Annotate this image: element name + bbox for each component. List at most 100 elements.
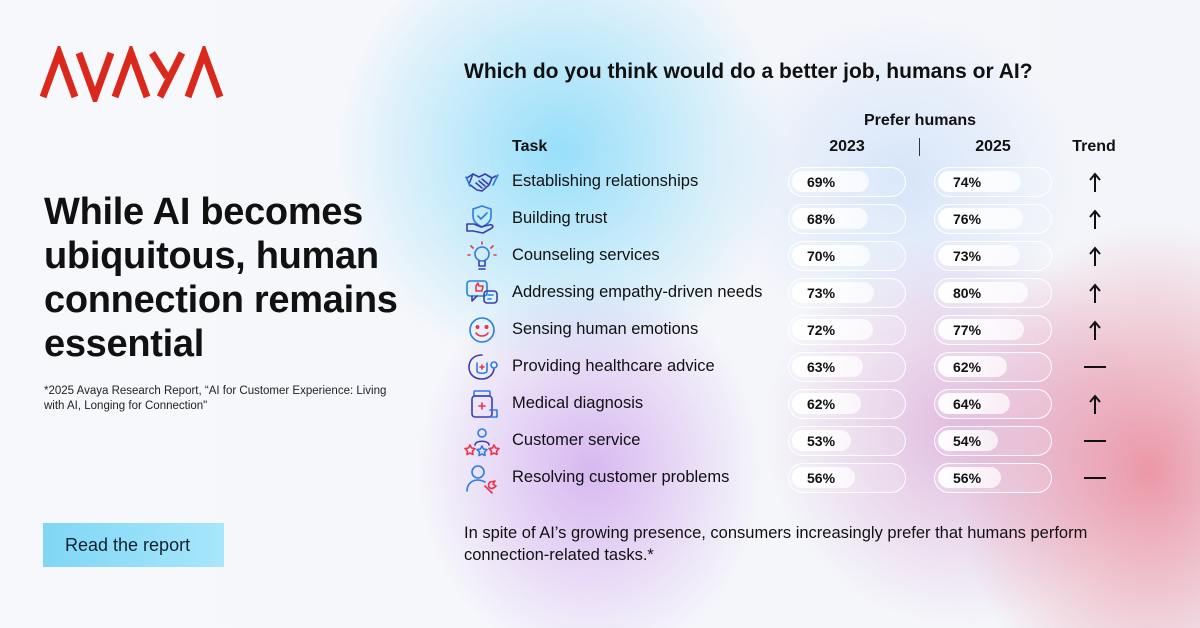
year-2023-header: 2023 bbox=[829, 138, 865, 155]
value-pill-2023: 56% bbox=[788, 463, 906, 493]
table-row: Customer service 53% 54% bbox=[464, 425, 1144, 457]
value-bar-2023 bbox=[792, 319, 873, 340]
task-label: Providing healthcare advice bbox=[512, 357, 715, 375]
value-label-2025: 80% bbox=[953, 285, 982, 301]
trend-up-arrow-icon bbox=[1089, 246, 1101, 266]
task-label: Establishing relationships bbox=[512, 172, 699, 190]
headline: While AI becomes ubiquitous, human conne… bbox=[44, 191, 398, 365]
column-divider bbox=[919, 138, 920, 156]
task-label: Customer service bbox=[512, 431, 641, 449]
value-label-2025: 64% bbox=[953, 396, 982, 412]
table-row: Building trust 68% 76% bbox=[464, 203, 1144, 235]
value-bar-2023 bbox=[792, 282, 874, 303]
closing-statement: In spite of AI’s growing presence, consu… bbox=[464, 524, 1088, 564]
value-pill-2025: 77% bbox=[934, 315, 1052, 345]
footnote: *2025 Avaya Research Report, “AI for Cus… bbox=[44, 385, 387, 412]
table-row: Providing healthcare advice 63% 62% bbox=[464, 351, 1144, 383]
value-pill-2023: 69% bbox=[788, 167, 906, 197]
chat-thumbs-up-icon bbox=[466, 280, 498, 304]
value-pill-2025: 73% bbox=[934, 241, 1052, 271]
table-row: Establishing relationships 69% 74% bbox=[464, 166, 1144, 198]
value-bar-2025 bbox=[938, 356, 1007, 377]
value-pill-2023: 72% bbox=[788, 315, 906, 345]
value-label-2025: 77% bbox=[953, 322, 982, 338]
value-label-2023: 70% bbox=[807, 248, 836, 264]
value-pill-2025: 54% bbox=[934, 426, 1052, 456]
value-bar-2025 bbox=[938, 208, 1023, 229]
trend-flat-dash-icon bbox=[1084, 440, 1106, 442]
value-bar-2025 bbox=[938, 467, 1001, 488]
value-bar-2023 bbox=[792, 356, 863, 377]
smiley-icon bbox=[469, 317, 495, 343]
value-bar-2023 bbox=[792, 467, 855, 488]
table-row: Resolving customer problems 56% 56% bbox=[464, 462, 1144, 494]
trend-up-arrow-icon bbox=[1089, 172, 1101, 192]
trend-up-arrow-icon bbox=[1089, 209, 1101, 229]
table-row: Sensing human emotions 72% 77% bbox=[464, 314, 1144, 346]
value-label-2023: 62% bbox=[807, 396, 836, 412]
value-pill-2025: 74% bbox=[934, 167, 1052, 197]
value-pill-2025: 56% bbox=[934, 463, 1052, 493]
value-label-2023: 73% bbox=[807, 285, 836, 301]
value-label-2025: 74% bbox=[953, 174, 982, 190]
value-bar-2025 bbox=[938, 393, 1010, 414]
value-label-2025: 76% bbox=[953, 211, 982, 227]
task-label: Building trust bbox=[512, 209, 608, 227]
task-label: Medical diagnosis bbox=[512, 394, 644, 412]
avaya-logo[interactable] bbox=[40, 46, 224, 102]
task-label: Sensing human emotions bbox=[512, 320, 699, 338]
value-bar-2025 bbox=[938, 319, 1024, 340]
value-bar-2025 bbox=[938, 245, 1020, 266]
value-pill-2025: 62% bbox=[934, 352, 1052, 382]
table-row: Counseling services 70% 73% bbox=[464, 240, 1144, 272]
value-pill-2023: 70% bbox=[788, 241, 906, 271]
value-bar-2023 bbox=[792, 393, 861, 414]
read-report-button[interactable]: Read the report bbox=[43, 523, 224, 567]
handshake-icon bbox=[465, 173, 499, 192]
value-bar-2025 bbox=[938, 430, 998, 451]
medicine-bottle-icon bbox=[471, 390, 498, 418]
stethoscope-icon bbox=[468, 354, 498, 380]
trend-column-header: Trend bbox=[1072, 138, 1116, 155]
value-label-2023: 68% bbox=[807, 211, 836, 227]
value-pill-2023: 62% bbox=[788, 389, 906, 419]
value-label-2025: 54% bbox=[953, 433, 982, 449]
table-row: Addressing empathy-driven needs 73% 80% bbox=[464, 277, 1144, 309]
value-label-2025: 62% bbox=[953, 359, 982, 375]
value-label-2023: 56% bbox=[807, 470, 836, 486]
prefer-humans-header: Prefer humans bbox=[863, 112, 977, 129]
task-label: Counseling services bbox=[512, 246, 660, 264]
task-label: Addressing empathy-driven needs bbox=[512, 283, 763, 301]
table-row: Medical diagnosis 62% 64% bbox=[464, 388, 1144, 420]
value-label-2025: 56% bbox=[953, 470, 982, 486]
lightbulb-icon bbox=[467, 241, 497, 270]
value-pill-2025: 80% bbox=[934, 278, 1052, 308]
value-label-2023: 69% bbox=[807, 174, 836, 190]
trend-flat-dash-icon bbox=[1084, 366, 1106, 368]
value-label-2023: 72% bbox=[807, 322, 836, 338]
year-2025-header: 2025 bbox=[975, 138, 1011, 155]
value-bar-2023 bbox=[792, 208, 868, 229]
value-pill-2023: 68% bbox=[788, 204, 906, 234]
value-label-2023: 63% bbox=[807, 359, 836, 375]
value-pill-2025: 76% bbox=[934, 204, 1052, 234]
shield-hand-icon bbox=[466, 205, 494, 234]
value-bar-2025 bbox=[938, 171, 1021, 192]
value-bar-2023 bbox=[792, 171, 869, 192]
value-bar-2023 bbox=[792, 245, 870, 266]
value-bar-2023 bbox=[792, 430, 851, 451]
agent-stars-icon bbox=[464, 428, 500, 457]
value-pill-2023: 73% bbox=[788, 278, 906, 308]
user-wrench-icon bbox=[466, 465, 497, 494]
chart-title: Which do you think would do a better job… bbox=[464, 60, 1033, 83]
trend-up-arrow-icon bbox=[1089, 394, 1101, 414]
value-label-2023: 53% bbox=[807, 433, 836, 449]
task-label: Resolving customer problems bbox=[512, 468, 730, 486]
trend-up-arrow-icon bbox=[1089, 283, 1101, 303]
trend-up-arrow-icon bbox=[1089, 320, 1101, 340]
value-pill-2023: 53% bbox=[788, 426, 906, 456]
value-pill-2025: 64% bbox=[934, 389, 1052, 419]
trend-flat-dash-icon bbox=[1084, 477, 1106, 479]
value-bar-2025 bbox=[938, 282, 1028, 303]
value-label-2025: 73% bbox=[953, 248, 982, 264]
